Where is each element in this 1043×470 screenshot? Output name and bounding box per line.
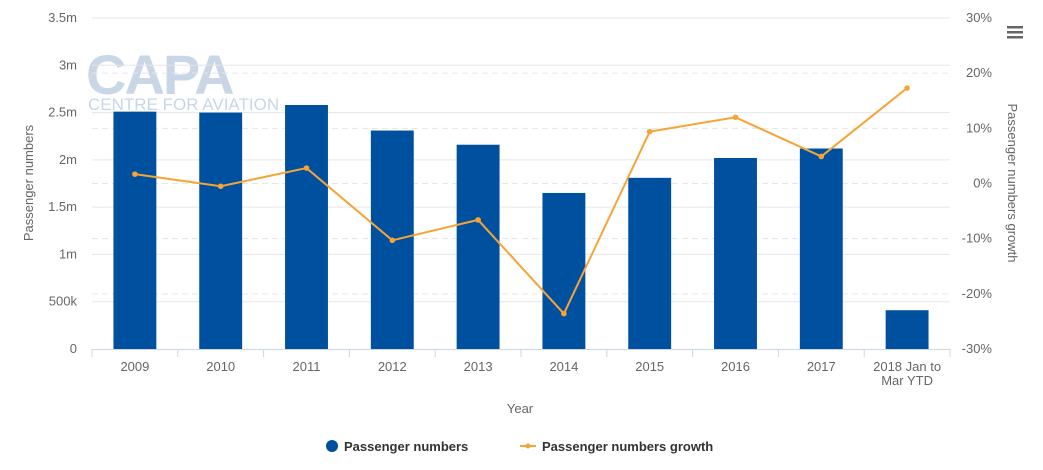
- bar: [456, 144, 500, 349]
- x-tick-label: Mar YTD: [881, 373, 933, 388]
- watermark-tagline: CENTRE FOR AVIATION: [88, 95, 279, 114]
- legend: Passenger numbers Passenger numbers grow…: [326, 439, 713, 454]
- x-tick-label: 2015: [635, 359, 664, 374]
- x-tick-label: 2012: [378, 359, 407, 374]
- x-axis-title: Year: [507, 401, 534, 416]
- growth-point: [732, 114, 739, 121]
- growth-point: [904, 85, 910, 91]
- left-axis-title: Passenger numbers: [21, 124, 36, 241]
- bar: [799, 148, 843, 349]
- right-tick-label: 20%: [966, 65, 992, 80]
- left-tick-label: 2m: [59, 152, 77, 167]
- legend-label-passenger-numbers-growth: Passenger numbers growth: [542, 439, 713, 454]
- bar: [714, 157, 757, 349]
- legend-line-dot: [525, 443, 531, 449]
- left-tick-label: 500k: [49, 294, 78, 309]
- bar: [199, 112, 243, 349]
- legend-bar-marker: [326, 440, 338, 452]
- legend-label-passenger-numbers: Passenger numbers: [344, 439, 468, 454]
- growth-point: [303, 165, 310, 171]
- watermark-brand: CAPA: [86, 43, 233, 106]
- line-series: [132, 85, 910, 317]
- x-tick-label: 2016: [721, 359, 750, 374]
- bar: [113, 111, 157, 349]
- growth-point: [646, 128, 653, 135]
- right-tick-label: 0%: [973, 176, 992, 191]
- left-tick-label: 2.5m: [48, 105, 77, 120]
- chart-menu-button[interactable]: [1004, 24, 1026, 40]
- right-tick-label: -30%: [962, 341, 993, 356]
- x-tick-label: 2018 Jan to: [873, 359, 941, 374]
- bar-series: [113, 105, 929, 350]
- x-tick-label: 2014: [549, 359, 578, 374]
- x-tick-label: 2009: [120, 359, 149, 374]
- right-tick-label: -20%: [962, 286, 993, 301]
- right-tick-label: 10%: [966, 120, 992, 135]
- right-tick-label: -10%: [962, 231, 993, 246]
- x-tick-label: 2010: [206, 359, 235, 374]
- growth-point: [475, 217, 481, 223]
- growth-point: [217, 183, 224, 190]
- bar: [542, 192, 586, 349]
- growth-point: [561, 310, 567, 317]
- left-tick-label: 1.5m: [48, 199, 77, 214]
- bar: [628, 177, 672, 349]
- left-tick-label: 3m: [59, 57, 77, 72]
- growth-point: [389, 237, 396, 244]
- legend-item-passenger-numbers[interactable]: Passenger numbers: [326, 439, 468, 454]
- right-axis-title: Passenger numbers growth: [1005, 104, 1020, 263]
- growth-line: [134, 87, 908, 316]
- x-tick-label: 2011: [293, 359, 321, 374]
- right-tick-label: 30%: [966, 10, 992, 25]
- bar: [885, 310, 929, 349]
- left-tick-label: 0: [70, 341, 77, 356]
- x-tick-label: 2013: [464, 359, 493, 374]
- capa-watermark: CAPA CENTRE FOR AVIATION: [86, 43, 279, 114]
- left-tick-label: 3.5m: [48, 10, 77, 25]
- legend-item-passenger-numbers-growth[interactable]: Passenger numbers growth: [520, 439, 713, 454]
- x-tick-label: 2017: [807, 359, 836, 374]
- axes: 0 500k 1m 1.5m 2m 2.5m 3m 3.5m -30% -20% -10% 0% 10%…: [48, 10, 992, 388]
- hamburger-menu-icon[interactable]: [1007, 26, 1023, 39]
- left-tick-label: 1m: [59, 246, 77, 261]
- growth-point: [818, 153, 825, 160]
- growth-point: [132, 171, 138, 177]
- bar: [285, 105, 328, 350]
